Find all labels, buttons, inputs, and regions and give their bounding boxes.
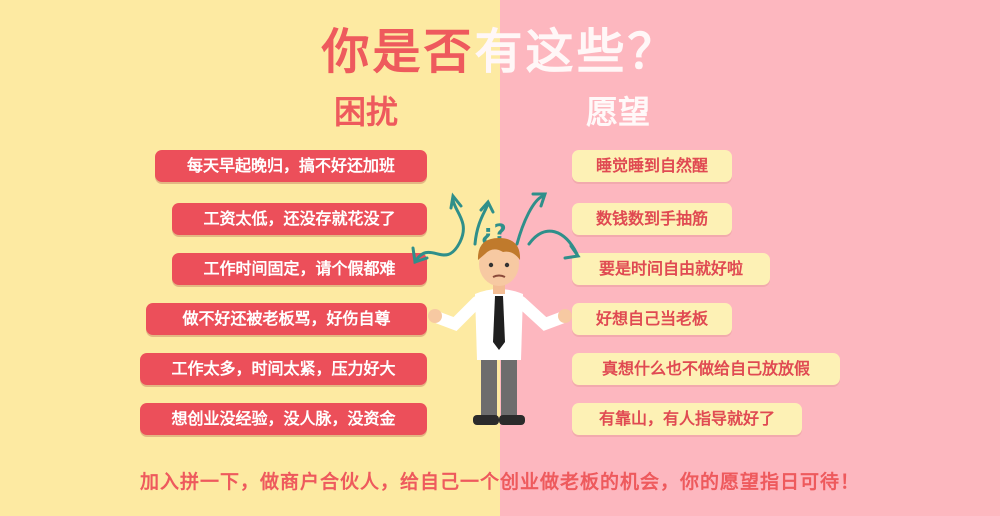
right-shoe <box>499 415 525 425</box>
trouble-item: 每天早起晚归，搞不好还加班 <box>155 150 427 182</box>
wish-item: 好想自己当老板 <box>572 303 732 335</box>
wish-item: 有靠山，有人指导就好了 <box>572 403 802 435</box>
page-title: 你是否有这些？ <box>0 22 1000 82</box>
right-arm <box>515 296 567 331</box>
left-arm <box>433 296 483 331</box>
trouble-item: 想创业没经验，没人脉，没资金 <box>140 403 427 435</box>
trouble-item: 工作时间固定，请个假都难 <box>172 253 427 285</box>
wish-item: 睡觉睡到自然醒 <box>572 150 732 182</box>
wishes-heading: 愿望 <box>586 93 651 131</box>
troubles-heading: 困扰 <box>334 93 399 131</box>
wish-item: 要是时间自由就好啦 <box>572 253 770 285</box>
left-eye <box>488 262 494 268</box>
left-leg <box>481 357 497 419</box>
confused-man-illustration: ¿? <box>411 192 581 425</box>
trouble-item: 工资太低，还没存就花没了 <box>172 203 427 235</box>
right-eye <box>504 262 510 268</box>
trouble-item: 工作太多，时间太紧，压力好大 <box>140 353 427 385</box>
right-hand <box>558 309 572 323</box>
title-left-part: 你是否 <box>321 24 475 80</box>
title-right-part: 有这些？ <box>474 24 679 80</box>
mouth <box>492 274 506 278</box>
footer-slogan: 加入拼一下，做商户合伙人，给自己一个创业做老板的机会，你的愿望指日可待！ <box>139 471 860 493</box>
wish-item: 数钱数到手抽筋 <box>572 203 732 235</box>
wish-item: 真想什么也不做给自己放放假 <box>572 353 840 385</box>
trouble-item: 做不好还被老板骂，好伤自尊 <box>146 303 427 335</box>
tie <box>493 296 505 350</box>
left-hand <box>428 309 442 323</box>
head <box>479 242 519 286</box>
curly-arrows-icon <box>411 192 581 264</box>
hair <box>477 238 521 260</box>
left-shoe <box>473 415 499 425</box>
right-leg <box>501 357 517 419</box>
